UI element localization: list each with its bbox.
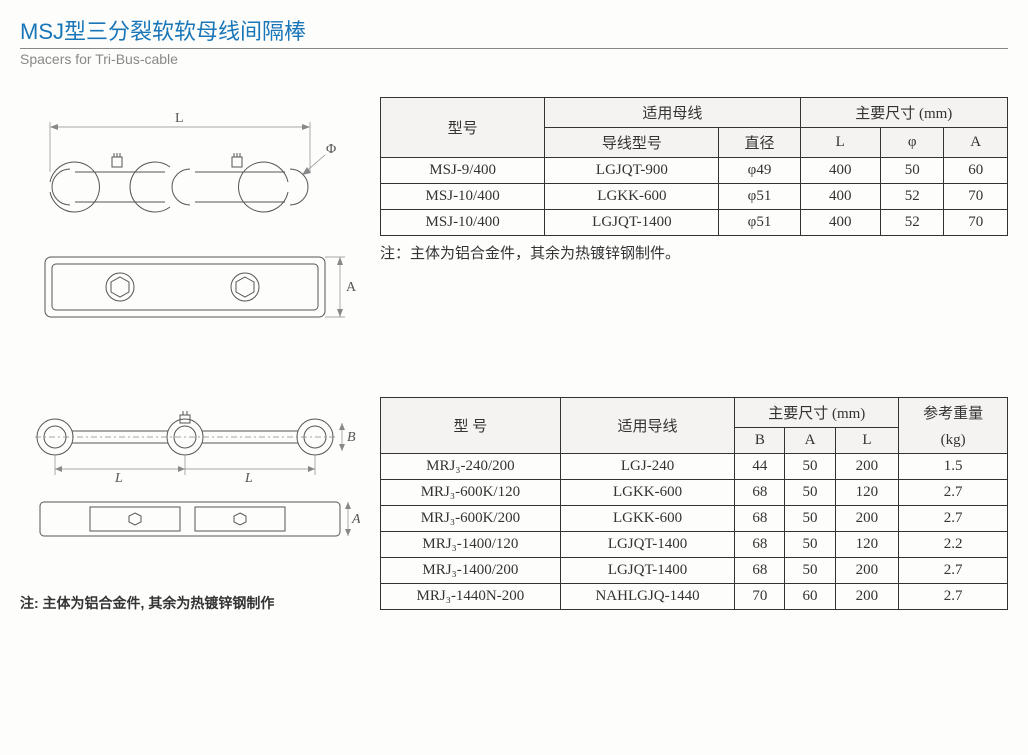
diagram-msj: L xyxy=(20,97,360,337)
th2-weight: 参考重量 xyxy=(899,398,1008,428)
dim2-label-L1: L xyxy=(114,471,123,486)
diagram-mrj: L L B A 注: 主体为铝合金件, 其余为热镀锌钢制作 xyxy=(20,397,360,613)
dim-label-L: L xyxy=(175,111,184,126)
th2-L: L xyxy=(835,428,899,454)
table-row: MSJ-10/400 LGJQT-1400 φ51 400 52 70 xyxy=(381,210,1008,236)
table-row: MSJ-9/400 LGJQT-900 φ49 400 50 60 xyxy=(381,158,1008,184)
dim-label-phi: Φ xyxy=(326,142,336,157)
section-msj: L xyxy=(20,97,1008,337)
th2-B: B xyxy=(735,428,785,454)
table-msj: 型号 适用母线 主要尺寸 (mm) 导线型号 直径 L φ A MSJ-9/40… xyxy=(380,97,1008,236)
table-row: MRJ₃-600K/200 LGKK-600 68 50 200 2.7 xyxy=(381,506,1008,532)
dim-label-A: A xyxy=(346,280,357,295)
dim2-label-A: A xyxy=(351,512,360,527)
th-dims-group: 主要尺寸 (mm) xyxy=(800,98,1007,128)
dim2-label-B: B xyxy=(347,430,356,445)
page-title-cn: MSJ型三分裂软软母线间隔棒 xyxy=(20,14,1008,46)
section-mrj: L L B A 注: 主体为铝合金件, 其余为热镀锌钢制作 xyxy=(20,397,1008,613)
th-conductor-model: 导线型号 xyxy=(545,128,719,158)
table-mrj: 型 号 适用导线 主要尺寸 (mm) 参考重量 B A L (kg) MRJ₃-… xyxy=(380,397,1008,610)
th2-dims-group: 主要尺寸 (mm) xyxy=(735,398,899,428)
note-msj: 注：主体为铝合金件，其余为热镀锌钢制件。 xyxy=(380,242,1008,263)
table-row: MRJ₃-1440N-200 NAHLGJQ-1440 70 60 200 2.… xyxy=(381,584,1008,610)
th-phi: φ xyxy=(881,128,944,158)
th-busbar-group: 适用母线 xyxy=(545,98,800,128)
th-model: 型号 xyxy=(381,98,545,158)
th2-A: A xyxy=(785,428,835,454)
th-diameter: 直径 xyxy=(719,128,800,158)
table-row: MRJ₃-240/200 LGJ-240 44 50 200 1.5 xyxy=(381,454,1008,480)
table-row: MRJ₃-1400/200 LGJQT-1400 68 50 200 2.7 xyxy=(381,558,1008,584)
note-mrj: 注: 主体为铝合金件, 其余为热镀锌钢制作 xyxy=(20,593,360,613)
th2-model: 型 号 xyxy=(381,398,561,454)
table-row: MSJ-10/400 LGKK-600 φ51 400 52 70 xyxy=(381,184,1008,210)
th-L: L xyxy=(800,128,880,158)
th2-conductor: 适用导线 xyxy=(560,398,735,454)
table-row: MRJ₃-1400/120 LGJQT-1400 68 50 120 2.2 xyxy=(381,532,1008,558)
th2-weight-unit: (kg) xyxy=(899,428,1008,454)
table-row: MRJ₃-600K/120 LGKK-600 68 50 120 2.7 xyxy=(381,480,1008,506)
dim2-label-L2: L xyxy=(244,471,253,486)
th-A: A xyxy=(944,128,1008,158)
page-title-en: Spacers for Tri-Bus-cable xyxy=(20,51,1008,67)
title-divider xyxy=(20,48,1008,49)
